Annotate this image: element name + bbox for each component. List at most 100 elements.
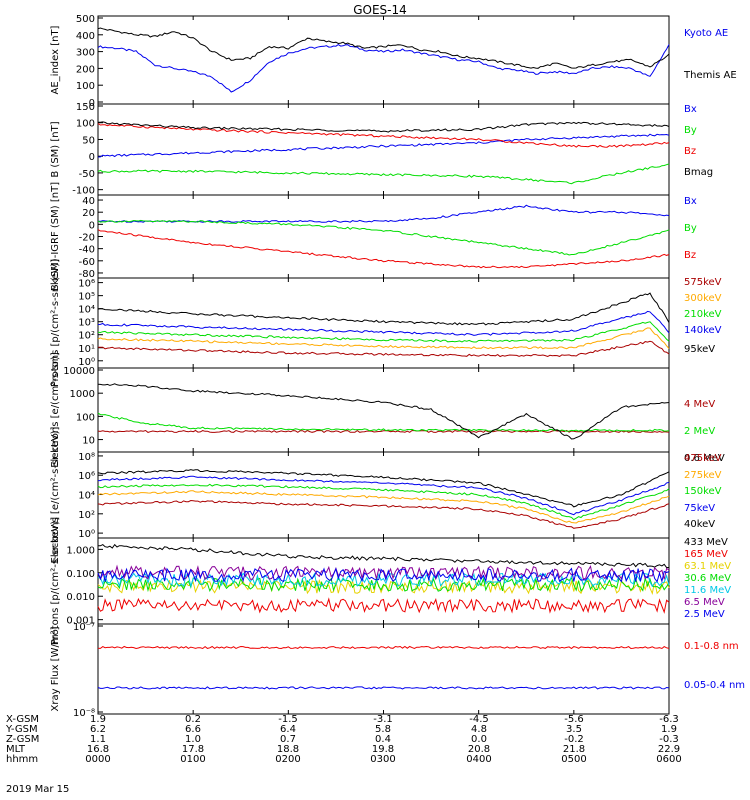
y-tick-label: 10⁵	[78, 292, 95, 303]
ephemeris-value: -1.5	[278, 714, 298, 725]
series-line	[97, 340, 670, 358]
y-tick-label: 300	[76, 48, 95, 59]
y-axis-label: Protons [p/(cm²-s-sr-keV)]	[50, 259, 61, 387]
y-tick-label: 1000	[70, 389, 95, 400]
y-tick-label: -50	[79, 169, 95, 180]
y-axis-label: Xray Flux [W/m²]	[50, 626, 61, 711]
ephemeris-value: 1.0	[185, 734, 201, 745]
ephemeris-value: 22.9	[657, 744, 681, 755]
series-line	[97, 429, 670, 434]
y-tick-label: 0	[89, 152, 95, 163]
legend-entry: 433 MeV	[684, 537, 728, 548]
legend-entry: 63.1 MeV	[684, 561, 731, 572]
series-line	[97, 490, 670, 524]
y-tick-label: 10³	[78, 318, 95, 329]
panel-frame	[97, 277, 670, 369]
y-tick-label: 150	[76, 102, 95, 113]
y-tick-label: 10⁴	[78, 305, 95, 316]
y-tick-label: 10⁻⁸	[73, 708, 95, 719]
legend-entry: 6.5 MeV	[684, 597, 725, 608]
ephemeris-value: 1.9	[661, 724, 677, 735]
y-tick-label: 400	[76, 31, 95, 42]
series-line	[97, 564, 670, 581]
series-line	[97, 327, 670, 350]
series-line	[98, 204, 670, 223]
y-tick-label: 10¹	[78, 344, 95, 355]
series-line	[97, 567, 670, 584]
legend-entry: By	[684, 125, 697, 136]
ephemeris-value: 6.6	[185, 724, 201, 735]
y-tick-label: 200	[76, 64, 95, 75]
plot-date: 2019 Mar 15	[6, 784, 70, 795]
y-tick-label: 10⁸	[78, 452, 95, 463]
y-axis-label: B (SM) [nT]	[50, 121, 61, 177]
y-tick-label: 40	[82, 196, 95, 207]
legend-entry: 2.5 MeV	[684, 609, 725, 620]
ephemeris-row: X-GSM 1.9 0.2 -1.5 -3.1 -4.5 -5.6 -6.3	[0, 715, 750, 725]
ephemeris-value: 1.1	[90, 734, 106, 745]
ephemeris-row: hhmm 0000 0100 0200 0300 0400 0500 0600	[0, 755, 750, 765]
y-tick-label: 0.010	[66, 592, 95, 603]
y-tick-label: 10⁰	[78, 357, 95, 368]
panel-frame	[97, 451, 670, 539]
ephemeris-label: Y-GSM	[6, 724, 38, 735]
y-tick-label: 100	[76, 81, 95, 92]
y-tick-label: 10⁶	[78, 279, 95, 290]
ephemeris-table: X-GSM 1.9 0.2 -1.5 -3.1 -4.5 -5.6 -6.3 Y…	[0, 715, 750, 800]
y-axis-label: Electrons [e/(cm²-s-sr-keV)]	[50, 426, 61, 563]
legend-entry: 11.6 MeV	[684, 585, 731, 596]
legend-entry: Kyoto AE	[684, 28, 728, 39]
ephemeris-value: 17.8	[181, 744, 205, 755]
legend-entry: 75keV	[684, 503, 715, 514]
series-line	[97, 499, 670, 529]
series-line	[97, 412, 670, 432]
ephemeris-value: 6.2	[90, 724, 106, 735]
y-tick-label: 10⁻⁷	[73, 622, 95, 633]
ephemeris-value: 16.8	[86, 744, 110, 755]
ephemeris-value: -5.6	[564, 714, 584, 725]
series-line	[97, 123, 670, 148]
y-tick-label: 10²	[78, 510, 95, 521]
y-tick-label: 10	[82, 436, 95, 447]
legend-entry: 95keV	[684, 344, 715, 355]
legend-entry: 0.05-0.4 nm	[684, 680, 745, 691]
ephemeris-value: 20.8	[467, 744, 491, 755]
y-tick-label: -40	[79, 245, 95, 256]
ephemeris-value: 3.5	[566, 724, 582, 735]
series-line	[97, 686, 670, 690]
y-tick-label: -60	[79, 257, 95, 268]
y-tick-label: 0.100	[66, 569, 95, 580]
panel-frame	[97, 623, 670, 715]
panel-frame	[97, 367, 670, 453]
legend-entry: 210keV	[684, 309, 722, 320]
series-line	[97, 292, 670, 326]
ephemeris-label: X-GSM	[6, 714, 40, 725]
y-axis-label: AE_index [nT]	[50, 25, 61, 94]
ephemeris-value: -3.1	[373, 714, 393, 725]
panel-frame	[97, 15, 670, 105]
series-line	[97, 321, 670, 343]
ephemeris-value: 21.8	[562, 744, 586, 755]
series-line	[97, 27, 670, 69]
ephemeris-value: 0.7	[280, 734, 296, 745]
ephemeris-value: 1.9	[90, 714, 106, 725]
ephemeris-value: 19.8	[371, 744, 395, 755]
ephemeris-label: Z-GSM	[6, 734, 40, 745]
ephemeris-value: 0000	[85, 754, 111, 765]
ephemeris-value: 4.8	[471, 724, 487, 735]
legend-entry: Bz	[684, 250, 696, 261]
series-line	[98, 475, 670, 516]
legend-entry: 475keV	[684, 453, 722, 464]
ephemeris-value: 5.8	[375, 724, 391, 735]
legend-entry: 165 MeV	[684, 549, 728, 560]
y-tick-label: 10⁶	[78, 471, 95, 482]
ephemeris-value: 0500	[561, 754, 587, 765]
series-line	[97, 219, 670, 256]
ephemeris-value: -0.3	[659, 734, 679, 745]
ephemeris-value: 0600	[656, 754, 682, 765]
legend-entry: 140keV	[684, 325, 722, 336]
ephemeris-row: MLT 16.8 17.8 18.8 19.8 20.8 21.8 22.9	[0, 745, 750, 755]
series-line	[97, 483, 670, 521]
legend-entry: Bz	[684, 146, 696, 157]
y-tick-label: 500	[76, 14, 95, 25]
